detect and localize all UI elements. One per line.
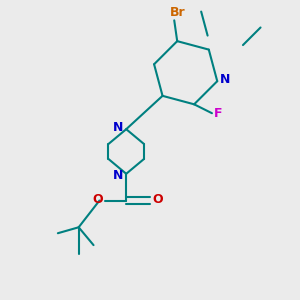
Text: N: N [113,121,123,134]
Text: O: O [152,193,163,206]
Text: O: O [93,193,103,206]
Text: Br: Br [169,6,185,20]
Text: F: F [214,107,223,120]
Text: N: N [113,169,123,182]
Text: N: N [220,73,230,86]
